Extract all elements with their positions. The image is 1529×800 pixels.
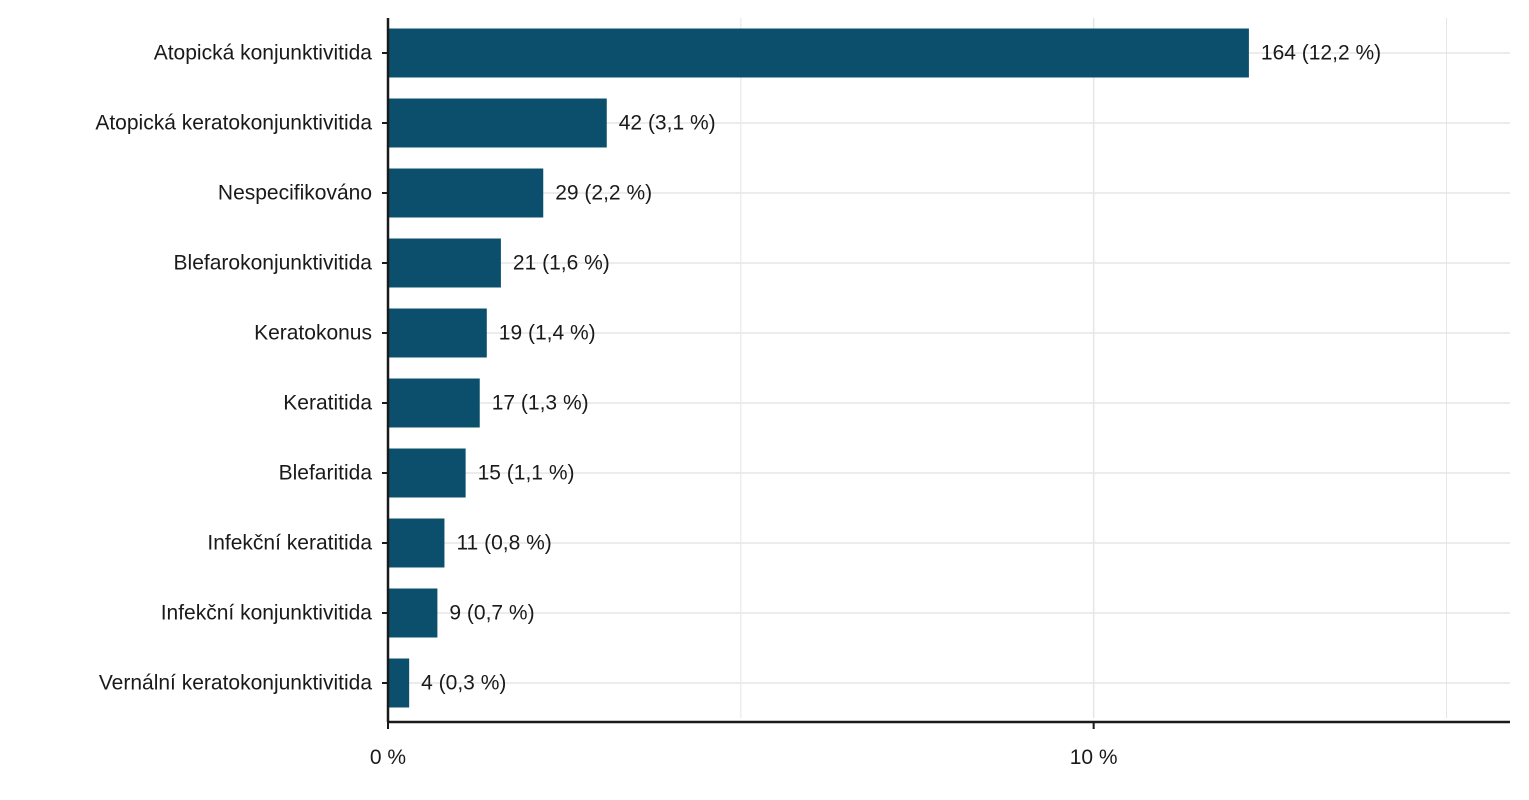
category-label: Atopická konjunktivitida bbox=[154, 42, 373, 65]
category-label: Keratitida bbox=[283, 392, 372, 415]
data-label: 17 (1,3 %) bbox=[492, 392, 589, 415]
category-label: Vernální keratokonjunktivitida bbox=[99, 672, 372, 695]
data-label: 19 (1,4 %) bbox=[499, 322, 596, 345]
bar bbox=[388, 98, 607, 148]
data-label: 11 (0,8 %) bbox=[456, 532, 551, 555]
bars bbox=[388, 28, 1249, 708]
x-tick-label: 0 % bbox=[370, 746, 406, 769]
axes bbox=[382, 18, 1510, 729]
data-label: 15 (1,1 %) bbox=[478, 462, 575, 485]
data-label: 29 (2,2 %) bbox=[555, 182, 652, 205]
grid-lines bbox=[388, 18, 1510, 718]
data-label: 42 (3,1 %) bbox=[619, 112, 716, 135]
category-label: Infekční konjunktivitida bbox=[161, 602, 373, 625]
category-label: Blefaritida bbox=[279, 462, 373, 485]
category-label: Nespecifikováno bbox=[218, 182, 372, 205]
bar bbox=[388, 308, 487, 358]
data-label: 164 (12,2 %) bbox=[1261, 42, 1381, 65]
labels: Atopická konjunktivitida 164 (12,2 %) Atop… bbox=[95, 42, 1381, 770]
bar bbox=[388, 518, 445, 568]
data-label: 21 (1,6 %) bbox=[513, 252, 610, 275]
data-label: 9 (0,7 %) bbox=[449, 602, 534, 625]
bar bbox=[388, 658, 410, 708]
bar bbox=[388, 448, 466, 498]
bar bbox=[388, 168, 544, 218]
bar bbox=[388, 588, 438, 638]
category-label: Blefarokonjunktivitida bbox=[174, 252, 373, 275]
bar bbox=[388, 378, 480, 428]
bar bbox=[388, 238, 501, 288]
bar bbox=[388, 28, 1249, 78]
category-label: Atopická keratokonjunktivitida bbox=[95, 112, 372, 135]
category-label: Keratokonus bbox=[254, 322, 372, 345]
x-tick-label: 10 % bbox=[1070, 746, 1118, 769]
data-label: 4 (0,3 %) bbox=[421, 672, 506, 695]
category-label: Infekční keratitida bbox=[207, 532, 372, 555]
